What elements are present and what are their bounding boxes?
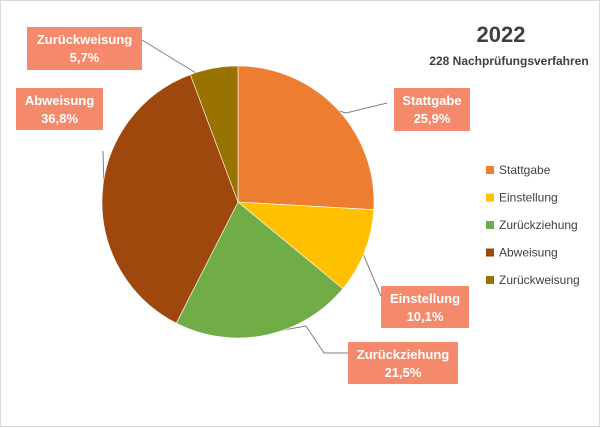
data-label-value: 21,5% (385, 365, 422, 380)
legend-label-stattgabe: Stattgabe (499, 163, 551, 177)
pie-slice-abweisung (101, 74, 239, 324)
legend-label-abweisung: Abweisung (499, 246, 558, 260)
callout-box-zurückweisung (27, 27, 142, 70)
pie-slice-einstellung (237, 201, 375, 290)
pie-slice-zurückziehung (175, 201, 344, 339)
legend-label-einstellung: Einstellung (499, 191, 558, 205)
chart-subtitle: 228 Nachprüfungsverfahren (429, 54, 588, 68)
pie-slices (101, 65, 375, 339)
data-label-category: Zurückziehung (357, 347, 450, 362)
callout-box-zurückziehung (348, 342, 458, 384)
callout-box-abweisung (16, 88, 103, 130)
legend-swatch-abweisung (486, 248, 494, 257)
pie-slice-stattgabe (237, 65, 375, 211)
data-label-value: 36,8% (41, 111, 78, 126)
callout-box-stattgabe (394, 88, 470, 131)
data-label-category: Einstellung (390, 291, 460, 306)
legend: Stattgabe Einstellung Zurückziehung Abweisu… (486, 163, 580, 287)
data-label-category: Stattgabe (402, 93, 461, 108)
legend-label-zurückweisung: Zurückweisung (499, 273, 580, 287)
data-label-category: Zurückweisung (37, 32, 132, 47)
leader-line-einstellung (360, 248, 382, 297)
legend-swatch-einstellung (486, 193, 494, 202)
legend-swatch-stattgabe (486, 166, 494, 174)
legend-swatch-zurückziehung (486, 221, 494, 229)
legend-label-zurückziehung: Zurückziehung (499, 218, 578, 232)
data-label-category: Abweisung (25, 93, 94, 108)
callout-box-einstellung (381, 286, 469, 328)
leader-line-stattgabe (335, 102, 388, 114)
leader-line-zurückweisung (141, 39, 215, 74)
data-label-value: 5,7% (70, 50, 100, 65)
chart-title: 2022 (477, 22, 526, 47)
data-label-value: 10,1% (407, 309, 444, 324)
data-label-value: 25,9% (414, 111, 451, 126)
legend-swatch-zurückweisung (486, 276, 494, 284)
data-label-callouts: Stattgabe 25,9% Einstellung 10,1% Zurückzieh… (16, 27, 470, 384)
pie-slice-zurückweisung (189, 65, 239, 203)
